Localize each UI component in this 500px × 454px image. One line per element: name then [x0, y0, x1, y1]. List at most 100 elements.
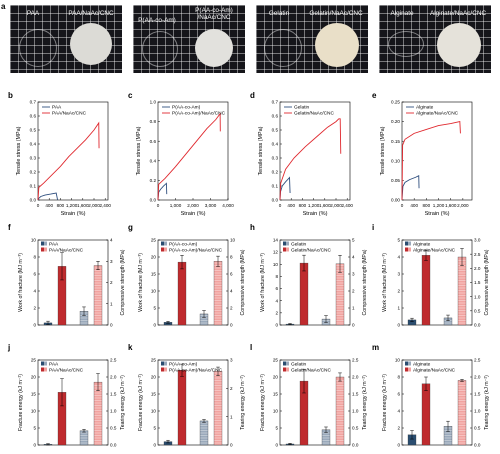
legend-label: P(AA-co-Am)/NaAc/CNC [172, 111, 226, 117]
y-tick-label: 25 [151, 238, 157, 243]
legend-swatch [405, 361, 408, 366]
y-tick-label: 0.3 [272, 156, 279, 161]
y-tick-label: 14 [273, 238, 279, 243]
y-tick-label: 20 [273, 375, 279, 380]
y-tick-label: 10 [151, 289, 157, 294]
x-tick-label: 1,000 [170, 203, 182, 208]
legend-label: P(AA-co-Am)/NaAc/CNC [169, 367, 223, 373]
y-tick-label: 25 [151, 358, 157, 363]
photo-paa-co-am: P(AA-co-Am) P(AA-co-Am) /NaAc/CNC [133, 5, 245, 73]
y-tick-label: 0.0 [30, 198, 37, 203]
y-tick-label: 0.3 [30, 156, 37, 161]
legend-label: PAA/NaAc/CNC [52, 111, 87, 117]
legend-label: Gelatin [291, 361, 307, 367]
y-tick-label: 0.7 [272, 100, 279, 105]
photo-label-left: Gelatin [268, 10, 290, 17]
x-tick-label: 1,200 [433, 203, 445, 208]
y-axis-label: Tensile stress (MPa) [380, 126, 386, 175]
plot-frame [279, 239, 351, 326]
y2-tick-label: 2.5 [474, 358, 481, 363]
legend-label: PAA [49, 241, 59, 247]
y-axis-label: Tensile stress (MPa) [258, 126, 264, 175]
legend-swatch [44, 361, 47, 366]
legend-swatch [41, 367, 44, 372]
series-line [37, 192, 59, 201]
bar [299, 262, 309, 326]
y2-tick-label: 3 [110, 259, 113, 264]
panel-letter: i [372, 223, 374, 232]
y-tick-label: 8 [275, 274, 278, 279]
y2-axis-label: Tearing energy (kJ m⁻²) [120, 375, 126, 430]
y-tick-label: 0.4 [30, 142, 37, 147]
y2-tick-label: 4 [230, 289, 233, 294]
bar [457, 256, 467, 326]
y-tick-label: 20 [151, 255, 157, 260]
legend-swatch [164, 361, 167, 366]
series-line [37, 121, 100, 201]
x-tick-label: 0 [37, 203, 40, 208]
y-tick-label: 0 [397, 443, 400, 448]
y-tick-label: 0.1 [30, 184, 37, 189]
y-tick-label: 0.1 [272, 184, 279, 189]
legend-swatch [44, 241, 47, 246]
bar [421, 383, 431, 446]
y2-tick-label: 1 [352, 306, 355, 311]
photo-alginate: Alginate Alginate/NaAc/CNC [379, 5, 491, 73]
y-tick-label: 6 [33, 272, 36, 277]
legend-swatch [286, 241, 289, 246]
y-tick-label: 25 [273, 358, 279, 363]
y-axis-label: Fracture energy (kJ m⁻²) [382, 374, 388, 431]
legend-swatch [286, 361, 289, 366]
y-tick-label: 0.2 [30, 170, 37, 175]
y2-tick-label: 1.5 [110, 392, 117, 397]
y2-tick-label: 0.0 [474, 443, 481, 448]
x-tick-label: 0 [401, 203, 404, 208]
composite-sample-disc [195, 29, 233, 67]
x-tick-label: 1,200 [66, 203, 78, 208]
legend-label: Alginate/NaAc/CNC [413, 247, 456, 253]
legend-swatch [408, 361, 411, 366]
y-tick-label: 10 [151, 409, 157, 414]
legend-label: Alginate [413, 241, 431, 247]
y-tick-label: 20 [151, 375, 157, 380]
legend-label: P(AA-co-Am) [169, 241, 198, 247]
y2-tick-label: 0 [110, 323, 113, 328]
legend-swatch [405, 241, 408, 246]
y2-tick-label: 3 [230, 358, 233, 363]
x-tick-label: 400 [45, 203, 53, 208]
panel-letter: l [250, 343, 252, 352]
y-tick-label: 0 [33, 323, 36, 328]
y-tick-label: 0 [33, 443, 36, 448]
y2-tick-label: 1.0 [110, 409, 117, 414]
x-tick-label: 2,400 [99, 203, 111, 208]
panel-letter: a [1, 2, 6, 11]
plot-frame [157, 359, 229, 446]
x-axis-label: Strain (%) [425, 211, 450, 217]
legend-swatch [283, 241, 286, 246]
y2-tick-label: 10 [230, 238, 236, 243]
panel-letter: h [250, 223, 255, 232]
series-line [157, 182, 168, 201]
legend-label: Gelatin [294, 105, 310, 111]
y-axis-label: Tensile stress (MPa) [16, 126, 22, 175]
composite-sample-disc [70, 23, 112, 65]
y-tick-label: 0.8 [150, 119, 157, 124]
x-tick-label: 3,000 [205, 203, 217, 208]
legend-swatch [41, 247, 44, 252]
y-axis-label: Work of fracture (MJ m⁻³) [260, 253, 266, 312]
legend-swatch [41, 241, 44, 246]
y2-tick-label: 2.5 [474, 252, 481, 257]
y-tick-label: 0.25 [391, 100, 400, 105]
y-tick-label: 6 [275, 286, 278, 291]
y-tick-label: 5 [397, 238, 400, 243]
x-tick-label: 1,600 [77, 203, 89, 208]
y-tick-label: 25 [31, 358, 37, 363]
legend-label: PAA [52, 105, 62, 111]
y-tick-label: 0 [153, 323, 156, 328]
y2-tick-label: 0.0 [352, 443, 359, 448]
legend-label: PAA/NaAc/CNC [49, 247, 84, 253]
series-line [279, 118, 342, 201]
panel-letter: k [128, 343, 133, 352]
y-tick-label: 10 [31, 238, 37, 243]
plot-frame [37, 101, 109, 201]
